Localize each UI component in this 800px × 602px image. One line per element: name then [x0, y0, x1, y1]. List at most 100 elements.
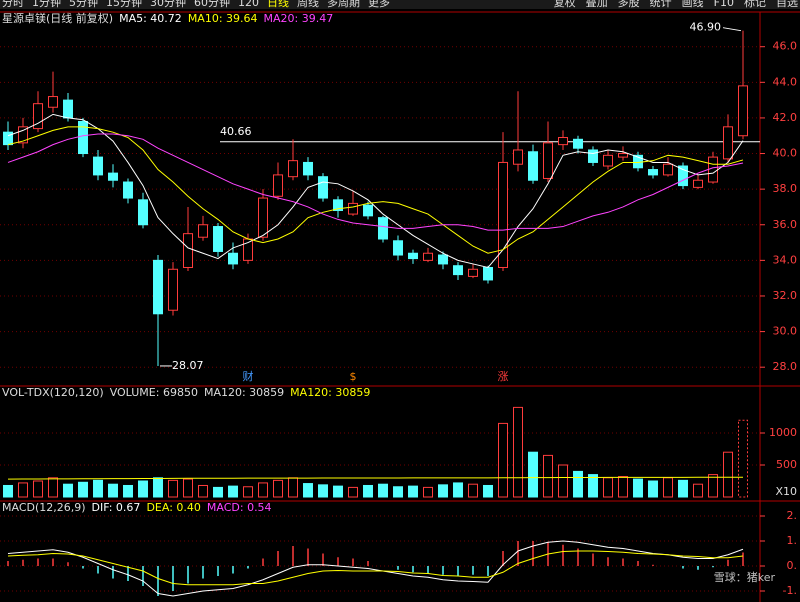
candle-body: [63, 99, 73, 119]
toolbar-item[interactable]: 120: [238, 0, 259, 9]
candle-body: [93, 156, 103, 176]
candle-body: [408, 252, 418, 260]
event-marker[interactable]: 财: [243, 369, 254, 383]
volume-bar: [723, 451, 733, 498]
volume-bar: [693, 483, 703, 498]
watermark: 雪球：猪ker: [714, 570, 776, 584]
y-tick-label: 30.0: [773, 325, 798, 338]
candle-body: [273, 174, 283, 197]
candle-body: [678, 165, 688, 187]
candle-body: [438, 254, 448, 265]
volume-bar: [243, 486, 253, 498]
candle-body: [588, 149, 598, 163]
volume-bar: [603, 477, 613, 498]
candle-body: [183, 233, 193, 268]
y-tick-label: 32.0: [773, 289, 798, 302]
candle-body: [168, 268, 178, 311]
volume-bar: [78, 481, 88, 498]
candle-body: [423, 252, 433, 261]
panel-header: VOL-TDX(120,120): [2, 386, 104, 399]
volume-bar: [483, 484, 493, 498]
candle-body: [618, 153, 628, 158]
level-label: 40.66: [220, 125, 252, 138]
volume-bar: [513, 406, 523, 498]
candle-body: [453, 265, 463, 276]
candle-body: [198, 224, 208, 238]
toolbar-item[interactable]: 日线: [267, 0, 289, 9]
toolbar-item[interactable]: 1分钟: [32, 0, 61, 9]
volume-bar: [303, 483, 313, 498]
volume-bar: [138, 480, 148, 498]
event-marker[interactable]: $: [350, 370, 357, 383]
panel-header: MA20: 39.47: [264, 12, 334, 25]
volume-bar: [588, 474, 598, 498]
candle-body: [543, 142, 553, 179]
toolbar-item[interactable]: 复权: [554, 0, 576, 9]
y-tick-label: 42.0: [773, 111, 798, 124]
toolbar-item[interactable]: 多周期: [327, 0, 360, 9]
toolbar-item[interactable]: 画线: [682, 0, 704, 9]
y-tick-label: 36.0: [773, 218, 798, 231]
volume-bar: [273, 479, 283, 498]
toolbar-item[interactable]: 分时: [2, 0, 24, 9]
toolbar-item[interactable]: 标记: [744, 0, 766, 9]
toolbar-item[interactable]: 多股: [618, 0, 640, 9]
panel-header: 星源卓镁(日线 前复权): [2, 11, 113, 25]
event-marker[interactable]: 涨: [498, 370, 509, 383]
volume-bar: [288, 477, 298, 498]
panel-header: MA120: 30859: [204, 386, 284, 399]
volume-bar: [378, 483, 388, 498]
volume-bar: [393, 486, 403, 498]
candle-body: [498, 161, 508, 268]
volume-bar: [318, 484, 328, 498]
volume-bar: [198, 484, 208, 498]
candle-body: [378, 217, 388, 240]
indicator-line: [7, 550, 744, 586]
candle-body: [303, 161, 313, 176]
candle-body: [108, 172, 118, 181]
toolbar-item[interactable]: 统计: [650, 0, 672, 9]
volume-bar: [363, 484, 373, 498]
y-tick-label: 1.: [787, 534, 798, 547]
panel-header: MACD: 0.54: [207, 501, 272, 514]
indicator-line: [7, 476, 744, 480]
toolbar-item[interactable]: 叠加: [586, 0, 608, 9]
volume-bar: [528, 451, 538, 498]
toolbar-item[interactable]: 周线: [297, 0, 319, 9]
toolbar-item[interactable]: 60分钟: [194, 0, 230, 9]
volume-bar: [258, 482, 268, 498]
y-tick-label: 0.: [787, 559, 798, 572]
candle-body: [228, 252, 238, 265]
toolbar-item[interactable]: 自选: [776, 0, 798, 9]
candle-body: [33, 103, 43, 130]
y-tick-label: 34.0: [773, 253, 798, 266]
candle-body: [513, 149, 523, 165]
y-tick-label: 1000: [769, 426, 797, 439]
volume-bar: [108, 483, 118, 498]
volume-bar: [333, 485, 343, 498]
candle-body: [18, 126, 28, 144]
toolbar-item[interactable]: 更多: [368, 0, 390, 9]
toolbar-item[interactable]: 30分钟: [150, 0, 186, 9]
volume-bar: [3, 484, 13, 498]
volume-bar: [228, 485, 238, 498]
y-tick-label: 28.0: [773, 360, 798, 373]
volume-bar: [168, 479, 178, 498]
y-tick-label: 46.0: [773, 40, 798, 53]
panel-header: VOLUME: 69850: [110, 386, 198, 399]
panel-header: MACD(12,26,9): [2, 501, 86, 514]
candle-body: [393, 240, 403, 256]
panel-header: DIF: 0.67: [92, 501, 141, 514]
volume-bar: [33, 480, 43, 498]
volume-bar: [183, 478, 193, 498]
candle-body: [693, 179, 703, 188]
candle-body: [348, 202, 358, 215]
toolbar-item[interactable]: F10: [714, 0, 734, 9]
candle-body: [468, 268, 478, 277]
volume-bar: [408, 485, 418, 498]
volume-bar: [423, 486, 433, 498]
toolbar-item[interactable]: 15分钟: [106, 0, 142, 9]
toolbar-item[interactable]: 5分钟: [69, 0, 98, 9]
